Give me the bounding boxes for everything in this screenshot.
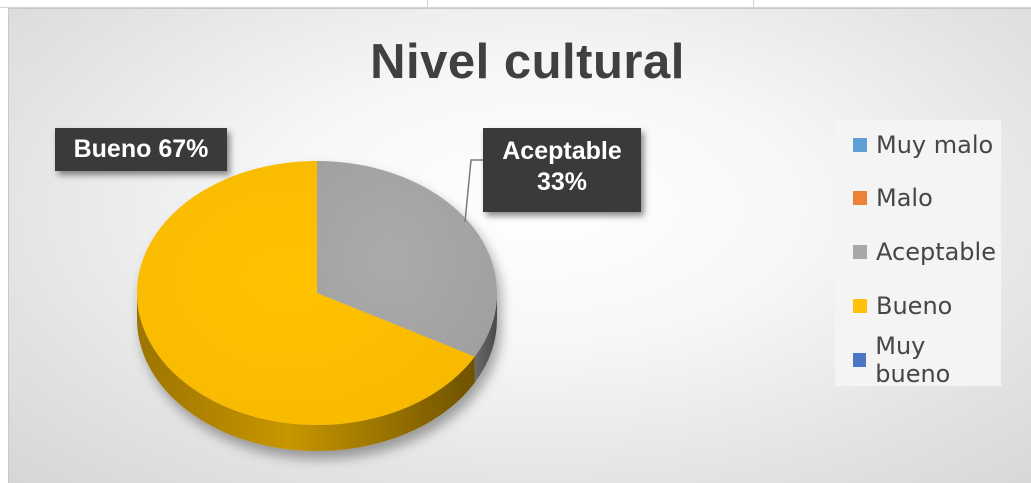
pie-slice-aceptable[interactable]: [317, 161, 498, 357]
legend-swatch-aceptable: [853, 245, 867, 259]
legend-swatch-bueno: [853, 299, 867, 313]
legend-label: Malo: [876, 184, 933, 212]
legend-item-muy-malo[interactable]: Muy malo: [853, 130, 993, 160]
pie-side-aceptable: [474, 293, 497, 383]
legend-item-malo[interactable]: Malo: [853, 183, 933, 213]
aceptable-leader-line: [464, 159, 485, 223]
legend-label: Muy bueno: [875, 332, 951, 388]
data-label-aceptable-category: Aceptable: [502, 137, 622, 165]
legend-label: Aceptable: [876, 238, 996, 266]
pie-slice-bueno[interactable]: [137, 161, 475, 425]
legend-item-aceptable[interactable]: Aceptable: [853, 237, 996, 267]
legend-label: Muy malo: [876, 131, 994, 159]
legend-item-muy-bueno[interactable]: Muy bueno: [853, 332, 1001, 388]
legend-swatch-muy-bueno: [853, 353, 867, 367]
pie-side-bueno: [137, 293, 475, 451]
legend-swatch-malo: [853, 191, 867, 205]
data-label-aceptable[interactable]: Aceptable 33%: [483, 128, 641, 212]
legend-label: Bueno: [876, 292, 953, 320]
chart-legend[interactable]: Muy malo Malo Aceptable Bueno Muy bueno: [835, 120, 1001, 388]
data-label-aceptable-percent: 33%: [536, 168, 588, 196]
chart-title: Nivel cultural: [370, 35, 685, 89]
legend-item-bueno[interactable]: Bueno: [853, 291, 952, 321]
data-label-bueno[interactable]: Bueno 67%: [55, 128, 227, 171]
legend-swatch-muy-malo: [853, 138, 867, 152]
